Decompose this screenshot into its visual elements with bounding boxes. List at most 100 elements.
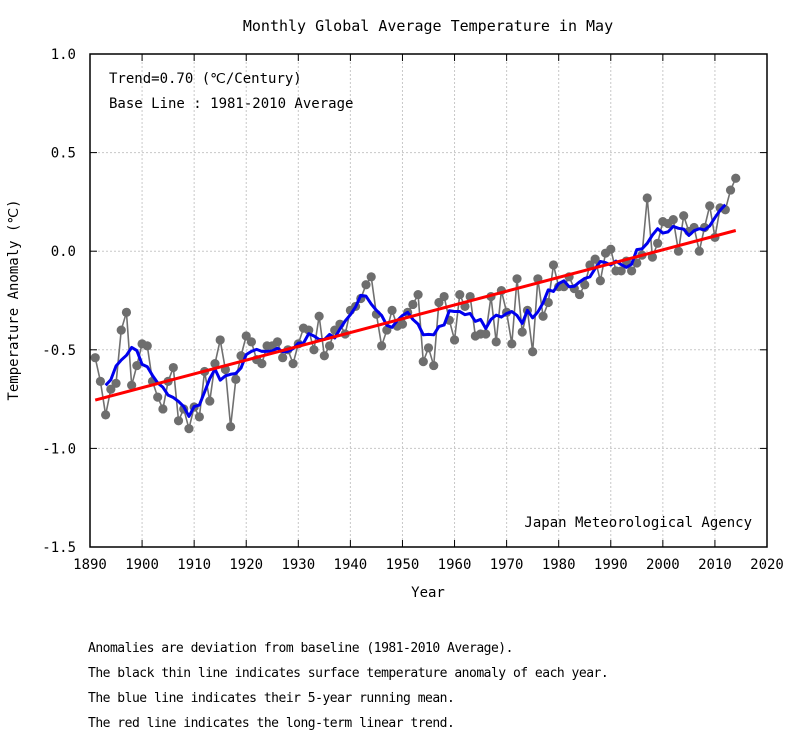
anomaly-point (408, 299, 418, 310)
grid (90, 54, 767, 547)
anomaly-point (491, 337, 501, 347)
anomaly-point (184, 424, 194, 434)
anomaly-point (439, 291, 449, 302)
anomaly-point (116, 325, 126, 335)
anomaly-point (168, 362, 178, 373)
anomaly-point (668, 215, 678, 225)
anomaly-point (705, 201, 715, 211)
anomaly-point (528, 347, 538, 357)
anomaly-point (413, 289, 423, 300)
anomaly-point (455, 289, 465, 300)
anomaly-point (653, 238, 663, 248)
anomaly-point (241, 331, 251, 341)
x-tick-label: 1980 (542, 557, 576, 573)
anomaly-point (314, 311, 324, 321)
anomaly-point (101, 410, 111, 420)
anomaly-point (642, 193, 652, 203)
anomaly-point (173, 416, 184, 426)
anomaly-point (231, 374, 241, 384)
note-line: Anomalies are deviation from baseline (1… (88, 641, 513, 656)
anomaly-point (397, 319, 408, 329)
anomaly-point (632, 258, 642, 268)
anomaly-point (366, 272, 376, 282)
anomaly-point (153, 392, 163, 402)
anomaly-point (731, 173, 741, 183)
anomaly-point (434, 297, 444, 308)
x-tick-label: 1890 (73, 557, 107, 573)
y-axis-label: Temperature Anomaly (℃) (6, 199, 22, 400)
anomaly-point (127, 380, 137, 390)
note-line: The blue line indicates their 5-year run… (88, 691, 455, 706)
anomaly-point (377, 341, 387, 351)
y-tick-label: -0.5 (42, 343, 76, 359)
temperature-chart: Monthly Global Average Temperature in Ma… (6, 17, 784, 601)
anomaly-point (142, 341, 152, 351)
anomaly-point (158, 404, 168, 414)
anomaly-point (309, 345, 319, 355)
anomaly-point (627, 266, 637, 276)
running-mean-line (104, 203, 727, 418)
anomaly-point (449, 335, 460, 345)
note-line: The red line indicates the long-term lin… (88, 716, 455, 731)
y-tick-labels: 1.0 0.5 0.0 -0.5 -1.0 -1.5 (42, 47, 76, 556)
anomaly-point (679, 211, 689, 221)
anomaly-point (429, 360, 439, 371)
x-tick-label: 1930 (281, 557, 315, 573)
anomaly-point (95, 376, 106, 386)
chart-title: Monthly Global Average Temperature in Ma… (243, 17, 613, 35)
anomaly-point (194, 412, 204, 422)
anomaly-point (673, 246, 684, 256)
anomaly-point (246, 337, 257, 347)
trend-annotation: Trend=0.70 (℃/Century) (109, 71, 302, 87)
anomaly-point (538, 311, 548, 321)
anomaly-point (324, 341, 335, 351)
y-tick-label: -1.5 (42, 540, 76, 556)
anomaly-point (361, 280, 371, 290)
anomaly-point (272, 337, 283, 347)
anomaly-point (423, 343, 434, 353)
axis-ticks (89, 53, 768, 548)
anomaly-point (90, 353, 100, 363)
x-tick-label: 1900 (125, 557, 159, 573)
x-tick-label: 1940 (334, 557, 368, 573)
x-tick-label: 2020 (750, 557, 784, 573)
anomaly-point (111, 378, 121, 388)
y-tick-label: -1.0 (42, 441, 76, 457)
chart-notes: Anomalies are deviation from baseline (1… (88, 636, 609, 736)
source-annotation: Japan Meteorological Agency (524, 515, 752, 531)
x-tick-label: 2000 (646, 557, 680, 573)
x-tick-label: 1910 (177, 557, 211, 573)
anomaly-point (543, 297, 553, 308)
anomaly-point (694, 246, 704, 256)
anomaly-point (517, 327, 527, 337)
x-tick-label: 1990 (594, 557, 628, 573)
anomaly-point (574, 289, 585, 300)
anomaly-point (606, 244, 616, 254)
anomaly-point (205, 396, 215, 406)
anomaly-point (548, 260, 559, 270)
anomaly-point (304, 325, 314, 335)
x-tick-label: 1970 (490, 557, 524, 573)
anomaly-point (595, 276, 605, 286)
y-tick-label: 0.5 (51, 146, 76, 162)
x-tick-label: 2010 (698, 557, 732, 573)
anomaly-point (512, 274, 522, 284)
anomaly-point (132, 360, 142, 371)
running-mean-series (104, 203, 727, 418)
anomaly-point (507, 339, 517, 349)
anomaly-point (418, 357, 428, 367)
x-tick-label: 1950 (386, 557, 420, 573)
anomaly-point (387, 305, 397, 315)
baseline-annotation: Base Line : 1981-2010 Average (109, 96, 353, 112)
anomaly-point (226, 422, 236, 432)
anomaly-point (121, 307, 132, 317)
anomaly-point (580, 280, 590, 290)
anomaly-point (725, 185, 736, 195)
y-tick-label: 0.0 (51, 244, 76, 260)
anomaly-point (278, 353, 288, 363)
y-tick-label: 1.0 (51, 47, 76, 63)
anomaly-points (90, 173, 741, 434)
anomaly-point (257, 359, 267, 369)
anomaly-point (288, 359, 298, 369)
plot-frame (89, 53, 768, 548)
